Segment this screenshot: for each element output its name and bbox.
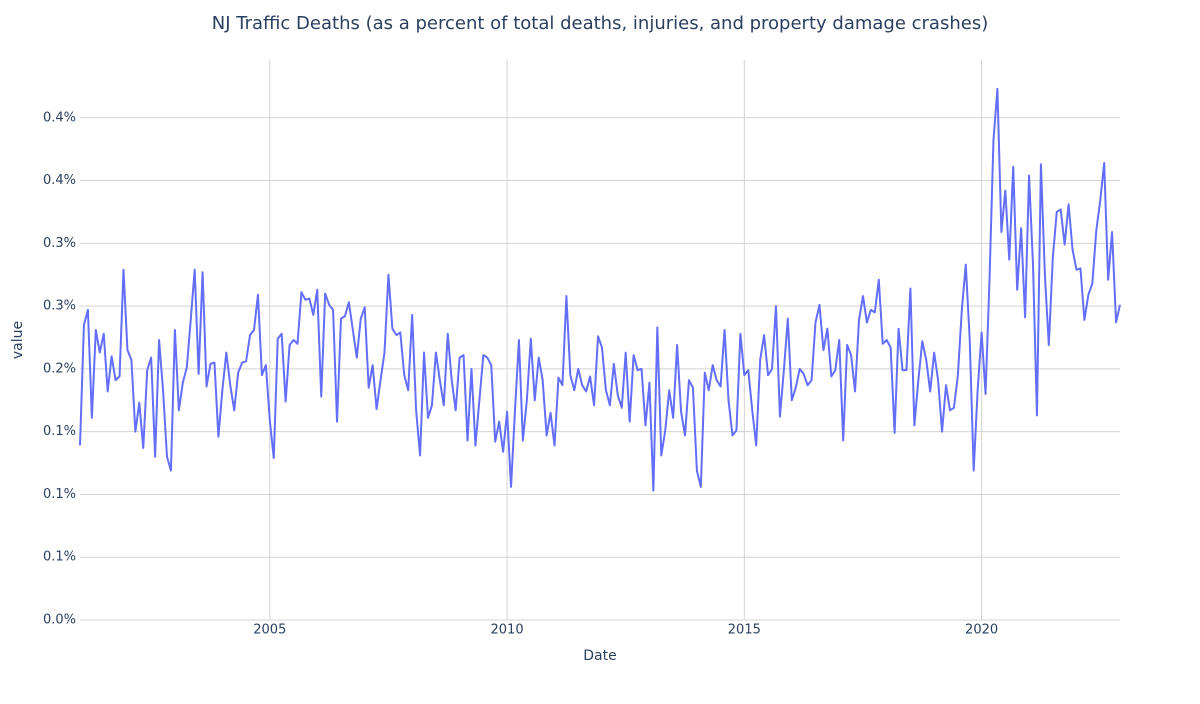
y-tick-label: 0.1% <box>43 424 76 439</box>
y-tick-label: 0.1% <box>43 487 76 502</box>
data-line <box>79 87 1121 492</box>
x-tick-label: 2010 <box>491 623 524 638</box>
y-tick-label: 0.3% <box>43 236 76 251</box>
y-tick-label: 0.4% <box>43 110 76 125</box>
y-tick-label: 0.0% <box>43 613 76 628</box>
y-axis-title: value <box>10 321 26 359</box>
y-tick-label: 0.1% <box>43 550 76 565</box>
x-tick-label: 2015 <box>728 623 761 638</box>
y-tick-label: 0.2% <box>43 361 76 376</box>
y-tick-label: 0.4% <box>43 173 76 188</box>
x-axis-title: Date <box>583 648 616 664</box>
y-tick-label: 0.3% <box>43 299 76 314</box>
x-tick-label: 2005 <box>253 623 286 638</box>
chart-title: NJ Traffic Deaths (as a percent of total… <box>212 13 988 34</box>
x-tick-label: 2020 <box>965 623 998 638</box>
